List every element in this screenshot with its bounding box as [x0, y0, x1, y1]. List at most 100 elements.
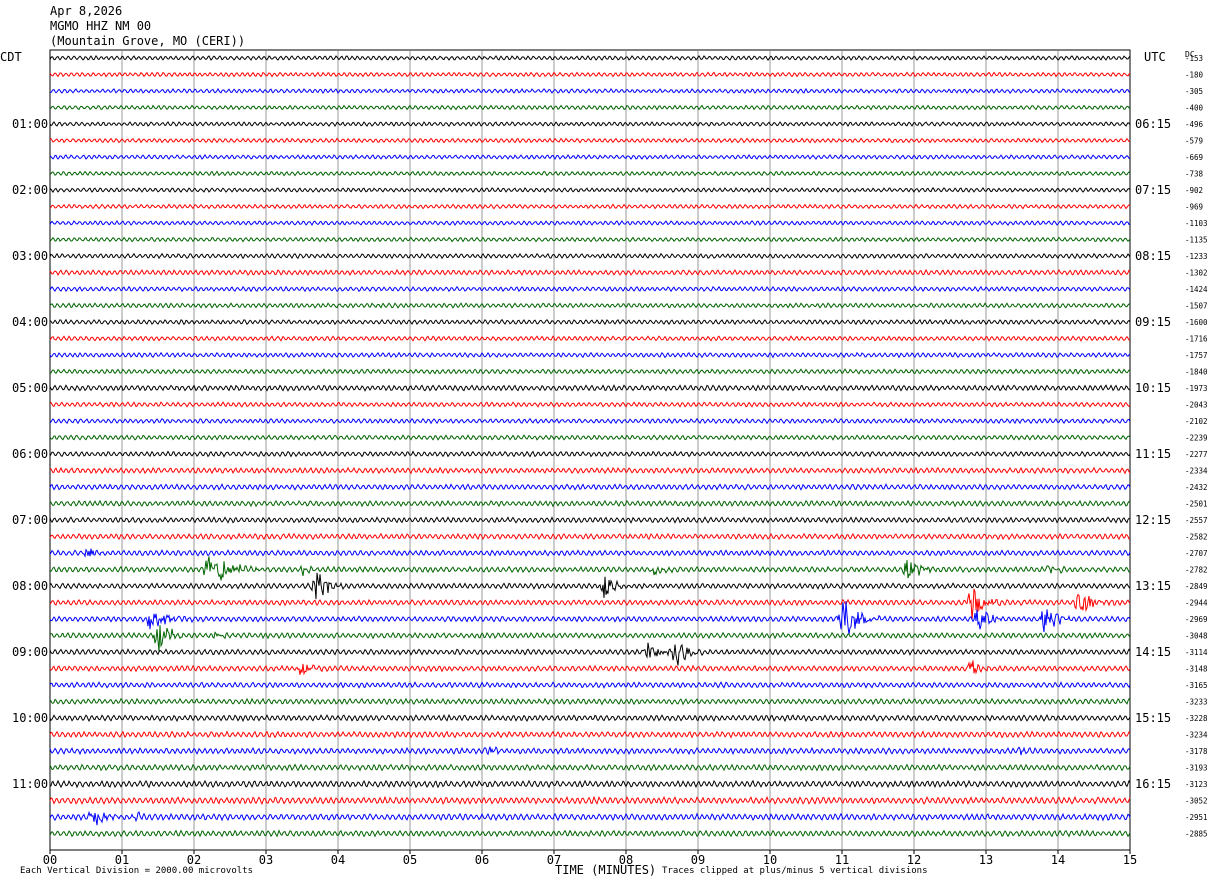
dc-offset-label: -1840	[1185, 368, 1208, 377]
trace-10	[49, 220, 1131, 227]
trace-40	[49, 713, 1131, 723]
x-tick-label: 10	[763, 853, 777, 867]
dc-offset-label: -2557	[1185, 516, 1208, 525]
dc-offset-label: -2334	[1185, 467, 1208, 476]
trace-8	[49, 186, 1131, 194]
x-tick-label: 09	[691, 853, 705, 867]
header-station: MGMO HHZ NM 00	[50, 19, 152, 33]
header-location: (Mountain Grove, MO (CERI))	[50, 34, 246, 48]
right-hour-label: 09:15	[1135, 315, 1171, 329]
trace-36	[49, 642, 1131, 666]
dc-offset-label: -1233	[1185, 252, 1208, 261]
trace-16	[49, 318, 1131, 326]
dc-offset-label: -2043	[1185, 401, 1208, 410]
trace-6	[49, 154, 1131, 160]
trace-45	[49, 795, 1131, 806]
dc-offset-label: -3114	[1185, 648, 1208, 657]
dc-offset-label: -1135	[1185, 236, 1208, 245]
dc-offset-label: -305	[1185, 87, 1203, 96]
trace-30	[49, 548, 1131, 558]
trace-7	[49, 170, 1131, 177]
trace-39	[49, 697, 1131, 706]
x-tick-label: 13	[979, 853, 993, 867]
x-tick-label: 15	[1123, 853, 1137, 867]
dc-offset-label: -1424	[1185, 285, 1208, 294]
dc-offset-label: -3228	[1185, 714, 1208, 723]
trace-3	[49, 104, 1131, 111]
dc-offset-label: -180	[1185, 71, 1204, 80]
trace-47	[49, 829, 1131, 838]
trace-41	[49, 730, 1131, 739]
trace-17	[49, 335, 1131, 342]
left-hour-label: 01:00	[12, 117, 48, 131]
trace-24	[49, 450, 1131, 458]
right-hour-label: 16:15	[1135, 777, 1171, 791]
grid-layer	[49, 49, 1131, 854]
left-hour-label: 08:00	[12, 579, 48, 593]
left-hour-label: 10:00	[12, 711, 48, 725]
left-hour-label: 09:00	[12, 645, 48, 659]
label-layer: 00 01 02 03 04 05 06 07 08 09 10 11 12 13 14 15 -153 -180…	[12, 54, 1208, 867]
dc-offset-label: -2277	[1185, 450, 1208, 459]
trace-33	[49, 588, 1131, 620]
trace-23	[49, 434, 1131, 441]
dc-offset-label: -2501	[1185, 500, 1208, 509]
trace-18	[49, 351, 1131, 359]
left-hour-label: 07:00	[12, 513, 48, 527]
trace-32	[49, 572, 1131, 600]
dc-offset-label: -669	[1185, 153, 1203, 162]
trace-0	[49, 54, 1131, 61]
clip-note: Traces clipped at plus/minus 5 vertical …	[662, 866, 928, 876]
trace-1	[49, 71, 1131, 78]
dc-offset-label: -2239	[1185, 434, 1208, 443]
trace-26	[49, 483, 1131, 491]
dc-offset-label: -3193	[1185, 764, 1208, 773]
plot-frame	[49, 49, 1131, 851]
dc-offset-label: -2432	[1185, 483, 1208, 492]
right-hour-label: 15:15	[1135, 711, 1171, 725]
trace-13	[49, 268, 1131, 277]
x-tick-label: 00	[43, 853, 57, 867]
header-date: Apr 8,2026	[50, 4, 123, 18]
left-hour-label: 11:00	[12, 777, 48, 791]
trace-31	[49, 556, 1131, 581]
x-tick-label: 02	[187, 853, 201, 867]
trace-34	[49, 601, 1131, 635]
trace-15	[49, 302, 1131, 309]
dc-offset-label: -1973	[1185, 384, 1208, 393]
dc-offset-label: -2969	[1185, 615, 1208, 624]
dc-offset-label: -2707	[1185, 549, 1208, 558]
x-tick-label: 06	[475, 853, 489, 867]
trace-layer	[49, 54, 1131, 838]
dc-offset-label: -3234	[1185, 731, 1208, 740]
dc-offset-label: -2944	[1185, 599, 1208, 608]
right-hour-label: 07:15	[1135, 183, 1171, 197]
trace-25	[49, 466, 1131, 475]
trace-21	[49, 401, 1131, 408]
x-tick-label: 12	[907, 853, 921, 867]
trace-22	[49, 417, 1131, 425]
dc-offset-label: -2782	[1185, 566, 1208, 575]
dc-offset-label: -2582	[1185, 533, 1208, 542]
trace-29	[49, 532, 1131, 541]
left-hour-label: 05:00	[12, 381, 48, 395]
trace-11	[49, 236, 1131, 243]
dc-offset-label: -3052	[1185, 797, 1208, 806]
trace-19	[49, 368, 1131, 375]
right-hour-label: 11:15	[1135, 447, 1171, 461]
dc-offset-label: -2885	[1185, 830, 1208, 839]
dc-offset-label: -2102	[1185, 417, 1208, 426]
right-hour-label: 12:15	[1135, 513, 1171, 527]
dc-offset-label: -3178	[1185, 747, 1208, 756]
dc-offset-label: -579	[1185, 137, 1203, 146]
left-hour-label: 06:00	[12, 447, 48, 461]
trace-20	[49, 384, 1131, 392]
trace-12	[49, 252, 1131, 260]
trace-46	[49, 810, 1131, 826]
x-tick-label: 03	[259, 853, 273, 867]
dc-offset-header: DC	[1185, 50, 1195, 59]
dc-offset-label: -2849	[1185, 582, 1208, 591]
trace-43	[49, 763, 1131, 772]
x-tick-label: 07	[547, 853, 561, 867]
trace-37	[49, 660, 1131, 676]
